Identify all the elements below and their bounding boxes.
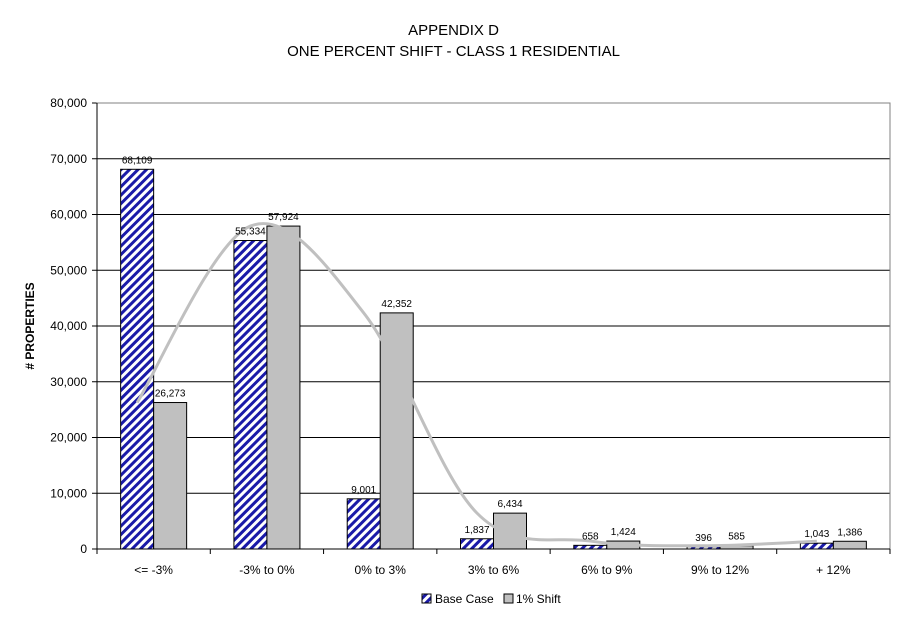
data-label-base-case: 396 bbox=[695, 533, 712, 544]
y-tick-label: 70,000 bbox=[50, 152, 87, 166]
y-tick-label: 10,000 bbox=[50, 486, 87, 500]
x-tick-label: 0% to 3% bbox=[355, 563, 407, 577]
data-label-base-case: 9,001 bbox=[351, 485, 376, 496]
y-tick-label: 30,000 bbox=[50, 375, 87, 389]
data-label-1pct-shift: 1,424 bbox=[611, 527, 636, 538]
bar-base-case bbox=[799, 542, 834, 550]
y-tick-label: 60,000 bbox=[50, 208, 87, 222]
bar-base-case bbox=[120, 168, 155, 550]
data-label-base-case: 68,109 bbox=[122, 155, 153, 166]
data-label-base-case: 1,837 bbox=[464, 525, 489, 536]
bar-1pct-shift bbox=[153, 402, 188, 550]
trendline-1pct-shift bbox=[135, 222, 817, 548]
legend-swatch-1pct-shift bbox=[503, 593, 514, 604]
data-label-base-case: 55,334 bbox=[235, 227, 266, 238]
chart-subtitle: ONE PERCENT SHIFT - CLASS 1 RESIDENTIAL bbox=[287, 43, 620, 60]
bar-1pct-shift bbox=[379, 312, 414, 550]
data-label-1pct-shift: 42,352 bbox=[381, 299, 412, 310]
y-tick-label: 0 bbox=[80, 542, 87, 556]
legend-swatch-base-case bbox=[421, 593, 432, 604]
y-tick-label: 50,000 bbox=[50, 263, 87, 277]
chart-title: APPENDIX D bbox=[408, 22, 499, 39]
bar-base-case bbox=[346, 498, 381, 550]
data-label-base-case: 1,043 bbox=[804, 529, 829, 540]
legend-label-1pct-shift: 1% Shift bbox=[516, 592, 561, 606]
bar-base-case bbox=[573, 544, 608, 550]
y-axis-title: # PROPERTIES bbox=[23, 282, 37, 369]
x-tick-label: 3% to 6% bbox=[468, 563, 520, 577]
y-tick-label: 40,000 bbox=[50, 319, 87, 333]
data-label-base-case: 658 bbox=[582, 531, 599, 542]
data-label-1pct-shift: 585 bbox=[728, 532, 745, 543]
bar-base-case bbox=[460, 538, 494, 550]
y-tick-label: 20,000 bbox=[50, 431, 87, 445]
data-label-1pct-shift: 26,273 bbox=[155, 389, 186, 400]
x-tick-label: 6% to 9% bbox=[581, 563, 633, 577]
bar-1pct-shift bbox=[832, 540, 867, 550]
y-tick-label: 80,000 bbox=[50, 96, 87, 110]
data-label-1pct-shift: 57,924 bbox=[268, 212, 299, 223]
x-tick-label: 9% to 12% bbox=[691, 563, 749, 577]
bar-1pct-shift bbox=[266, 225, 301, 550]
x-tick-label: <= -3% bbox=[134, 563, 173, 577]
data-label-1pct-shift: 6,434 bbox=[497, 499, 522, 510]
x-tick-label: -3% to 0% bbox=[239, 563, 295, 577]
legend-label-base-case: Base Case bbox=[435, 592, 494, 606]
bar-base-case bbox=[233, 240, 268, 550]
data-label-1pct-shift: 1,386 bbox=[837, 527, 862, 538]
x-tick-label: + 12% bbox=[816, 563, 851, 577]
